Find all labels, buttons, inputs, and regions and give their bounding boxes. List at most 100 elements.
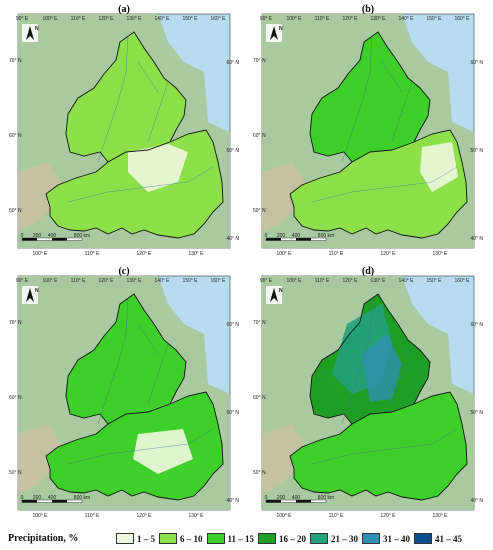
legend: Precipitation, % 1 – 5 6 – 10 11 – 15 16 – … xyxy=(0,527,493,550)
svg-text:N: N xyxy=(35,26,39,32)
legend-label: 11 – 15 xyxy=(227,533,255,544)
svg-text:0: 0 xyxy=(21,233,24,239)
river-line xyxy=(341,298,373,425)
legend-item: 41 – 45 xyxy=(414,533,462,544)
right-tick-label: 50° N xyxy=(470,410,483,416)
top-tick-label: 100° E xyxy=(42,16,58,22)
river-line xyxy=(311,166,458,203)
river-line xyxy=(341,36,373,163)
scale-bar: 0 200 400 800 km xyxy=(265,495,334,503)
river-line xyxy=(97,298,129,425)
left-tick-label: 50° N xyxy=(9,208,22,214)
bottom-tick-label: 120° E xyxy=(136,513,152,519)
legend-swatch xyxy=(116,533,134,544)
basin-boundary xyxy=(45,31,224,239)
river-line xyxy=(147,81,169,143)
river-line xyxy=(137,323,159,355)
svg-text:N: N xyxy=(279,288,283,294)
svg-text:800 km: 800 km xyxy=(318,495,334,501)
river-line xyxy=(67,166,214,203)
top-tick-label: 140° E xyxy=(398,278,414,284)
left-tick-label: 50° N xyxy=(253,208,266,214)
bottom-tick-label: 130° E xyxy=(432,513,448,519)
left-tick-label: 60° N xyxy=(9,395,22,401)
top-tick-label: 140° E xyxy=(398,16,414,22)
svg-text:200: 200 xyxy=(277,233,286,239)
top-tick-label: 110° E xyxy=(315,278,330,284)
top-tick-label: 110° E xyxy=(315,16,330,22)
top-tick-label: 150° E xyxy=(426,16,442,22)
right-tick-label: 60° N xyxy=(470,60,483,66)
map-panel-svg: (c) 90° E 100° E 110° E 120° E 130° E 140° E 15… xyxy=(9,266,239,519)
top-tick-label: 130° E xyxy=(126,278,142,284)
right-tick-label: 50° N xyxy=(226,148,239,154)
highland-area xyxy=(18,424,68,494)
right-tick-label: 50° N xyxy=(226,410,239,416)
svg-text:0: 0 xyxy=(265,233,268,239)
right-tick-label: 40° N xyxy=(470,236,483,242)
legend-swatch xyxy=(310,533,329,544)
river-line xyxy=(311,428,458,465)
top-tick-label: 120° E xyxy=(342,16,358,22)
left-tick-label: 70° N xyxy=(253,320,266,326)
bottom-tick-label: 100° E xyxy=(276,513,292,519)
right-tick-label: 50° N xyxy=(470,148,483,154)
scale-bar: 0 200 400 800 km xyxy=(21,233,90,241)
svg-text:400: 400 xyxy=(48,495,57,501)
river-line xyxy=(381,323,403,355)
north-arrow-icon: N xyxy=(22,286,39,304)
right-tick-label: 60° N xyxy=(470,322,483,328)
legend-label: 6 – 10 xyxy=(180,533,203,544)
precip-patch xyxy=(133,429,193,474)
panel-label: (a) xyxy=(118,4,130,15)
top-tick-label: 100° E xyxy=(286,16,302,22)
legend-item: 31 – 40 xyxy=(362,533,410,544)
svg-text:400: 400 xyxy=(292,495,301,501)
legend-label: 31 – 40 xyxy=(383,533,411,544)
legend-swatch xyxy=(414,533,433,544)
svg-text:N: N xyxy=(279,26,283,32)
north-arrow-icon: N xyxy=(22,24,39,42)
top-tick-label: 150° E xyxy=(182,16,198,22)
left-tick-label: 60° N xyxy=(253,395,266,401)
bottom-tick-label: 120° E xyxy=(380,513,396,519)
panel-d: (d) 90° E 100° E 110° E 120° E 130° E 140° E 15… xyxy=(252,264,484,522)
right-tick-label: 40° N xyxy=(226,498,239,504)
left-tick-label: 50° N xyxy=(9,470,22,476)
top-tick-label: 150° E xyxy=(182,278,198,284)
bottom-tick-label: 110° E xyxy=(85,251,100,257)
river-line xyxy=(137,61,159,93)
top-tick-label: 160° E xyxy=(210,16,226,22)
legend-label: 41 – 45 xyxy=(435,533,463,544)
basin-south xyxy=(46,392,223,500)
top-tick-label: 110° E xyxy=(71,278,86,284)
left-tick-label: 50° N xyxy=(253,470,266,476)
top-tick-label: 140° E xyxy=(154,278,170,284)
river-line xyxy=(381,61,403,93)
top-tick-label: 90° E xyxy=(16,278,29,284)
top-tick-label: 130° E xyxy=(126,16,142,22)
left-tick-label: 70° N xyxy=(253,58,266,64)
svg-text:0: 0 xyxy=(265,495,268,501)
svg-text:200: 200 xyxy=(33,233,42,239)
river-line xyxy=(67,428,214,465)
panel-c: (c) 90° E 100° E 110° E 120° E 130° E 140° E 15… xyxy=(8,264,240,522)
legend-title: Precipitation, % xyxy=(8,533,79,544)
legend-swatch xyxy=(258,533,277,544)
top-tick-label: 160° E xyxy=(210,278,226,284)
bottom-tick-label: 130° E xyxy=(432,251,448,257)
river-line xyxy=(97,36,129,163)
svg-text:800 km: 800 km xyxy=(318,233,334,239)
right-tick-label: 60° N xyxy=(226,60,239,66)
left-tick-label: 60° N xyxy=(253,133,266,139)
left-tick-label: 70° N xyxy=(9,58,22,64)
scale-bar: 0 200 400 800 km xyxy=(265,233,334,241)
map-panel-svg: (d) 90° E 100° E 110° E 120° E 130° E 140° E 15… xyxy=(253,266,483,519)
legend-label: 21 – 30 xyxy=(331,533,359,544)
legend-label: 16 – 20 xyxy=(279,533,307,544)
river-line xyxy=(391,81,413,143)
left-tick-label: 70° N xyxy=(9,320,22,326)
scale-bar: 0 200 400 800 km xyxy=(21,495,90,503)
precip-patch xyxy=(420,142,458,192)
svg-text:200: 200 xyxy=(33,495,42,501)
